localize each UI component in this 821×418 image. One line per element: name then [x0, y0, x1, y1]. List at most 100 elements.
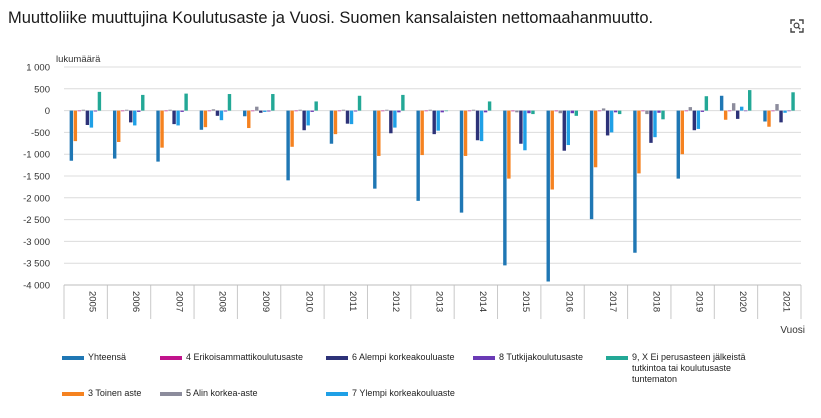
- bar[interactable]: [377, 110, 381, 156]
- bar[interactable]: [267, 110, 271, 112]
- bar[interactable]: [286, 110, 290, 181]
- bar[interactable]: [574, 110, 578, 116]
- bar[interactable]: [787, 110, 791, 112]
- bar[interactable]: [743, 110, 748, 112]
- bar[interactable]: [129, 110, 133, 123]
- bar[interactable]: [723, 110, 728, 120]
- bar[interactable]: [463, 110, 468, 156]
- bar[interactable]: [550, 110, 554, 190]
- bar[interactable]: [271, 94, 275, 111]
- bar[interactable]: [479, 110, 484, 142]
- bar[interactable]: [467, 110, 472, 112]
- bar[interactable]: [333, 110, 338, 135]
- bar[interactable]: [661, 110, 665, 120]
- legend-item[interactable]: 6 Alempi korkeakouluaste: [326, 352, 455, 363]
- bar[interactable]: [207, 110, 212, 112]
- bar[interactable]: [424, 110, 428, 112]
- bar[interactable]: [507, 110, 511, 179]
- bar[interactable]: [381, 110, 385, 112]
- bar[interactable]: [775, 104, 779, 111]
- bar[interactable]: [779, 110, 783, 123]
- bar[interactable]: [727, 110, 732, 112]
- bar[interactable]: [243, 110, 247, 117]
- bar[interactable]: [357, 95, 362, 111]
- legend-item[interactable]: 8 Tutkijakoulutusaste: [473, 352, 583, 363]
- bar[interactable]: [562, 110, 566, 151]
- bar[interactable]: [487, 101, 492, 111]
- bar[interactable]: [527, 110, 531, 114]
- legend-item[interactable]: 3 Toinen aste: [62, 388, 141, 399]
- bar[interactable]: [164, 110, 168, 112]
- bar[interactable]: [519, 110, 523, 144]
- bar[interactable]: [337, 110, 342, 112]
- bar[interactable]: [385, 109, 389, 111]
- bar[interactable]: [180, 110, 184, 112]
- bar[interactable]: [511, 110, 515, 112]
- bar[interactable]: [684, 110, 689, 112]
- bar[interactable]: [589, 110, 594, 220]
- bar[interactable]: [523, 110, 527, 151]
- bar[interactable]: [459, 110, 464, 213]
- bar[interactable]: [81, 109, 86, 111]
- bar[interactable]: [440, 110, 444, 113]
- bar[interactable]: [633, 110, 637, 253]
- bar[interactable]: [444, 110, 448, 112]
- bar[interactable]: [570, 110, 574, 114]
- bar[interactable]: [112, 110, 117, 159]
- legend-item[interactable]: 7 Ylempi korkeakouluaste: [326, 388, 455, 399]
- expand-button[interactable]: [784, 13, 810, 39]
- bar[interactable]: [637, 110, 641, 174]
- bar[interactable]: [263, 110, 267, 112]
- bar[interactable]: [223, 110, 228, 112]
- bar[interactable]: [763, 110, 767, 122]
- bar[interactable]: [310, 110, 314, 112]
- bar[interactable]: [692, 110, 697, 131]
- bar[interactable]: [558, 110, 562, 114]
- bar[interactable]: [420, 110, 424, 156]
- bar[interactable]: [645, 110, 649, 115]
- bar[interactable]: [397, 110, 401, 113]
- bar[interactable]: [172, 110, 176, 125]
- bar[interactable]: [215, 110, 220, 116]
- bar[interactable]: [609, 110, 614, 133]
- bar[interactable]: [302, 110, 306, 131]
- bar[interactable]: [203, 110, 208, 128]
- legend-item[interactable]: Yhteensä: [62, 352, 126, 363]
- bar[interactable]: [401, 94, 405, 111]
- bar[interactable]: [428, 109, 432, 111]
- bar[interactable]: [219, 110, 224, 121]
- bar[interactable]: [767, 110, 771, 127]
- bar[interactable]: [125, 109, 129, 111]
- bar[interactable]: [791, 92, 795, 111]
- bar[interactable]: [483, 110, 488, 113]
- bar[interactable]: [546, 110, 550, 282]
- bar[interactable]: [649, 110, 653, 143]
- bar[interactable]: [247, 110, 251, 129]
- bar[interactable]: [251, 110, 255, 112]
- bar[interactable]: [597, 110, 602, 112]
- bar[interactable]: [168, 109, 172, 111]
- bar[interactable]: [605, 110, 610, 136]
- bar[interactable]: [731, 103, 736, 111]
- bar[interactable]: [503, 110, 507, 266]
- bar[interactable]: [89, 110, 94, 128]
- bar[interactable]: [771, 110, 775, 112]
- bar[interactable]: [85, 110, 90, 125]
- bar[interactable]: [184, 93, 188, 111]
- bar[interactable]: [700, 110, 705, 112]
- bar[interactable]: [657, 110, 661, 113]
- bar[interactable]: [227, 94, 232, 111]
- bar[interactable]: [475, 110, 480, 141]
- bar[interactable]: [601, 108, 606, 111]
- bar[interactable]: [121, 110, 125, 112]
- bar[interactable]: [613, 110, 618, 113]
- bar[interactable]: [116, 110, 121, 142]
- legend-item[interactable]: 4 Erikoisammattikoulutusaste: [160, 352, 303, 363]
- bar[interactable]: [515, 110, 519, 113]
- bar[interactable]: [133, 110, 137, 126]
- bar[interactable]: [255, 106, 259, 111]
- bar[interactable]: [345, 110, 350, 124]
- bar[interactable]: [676, 110, 680, 179]
- bar[interactable]: [69, 110, 74, 161]
- bar[interactable]: [554, 110, 558, 112]
